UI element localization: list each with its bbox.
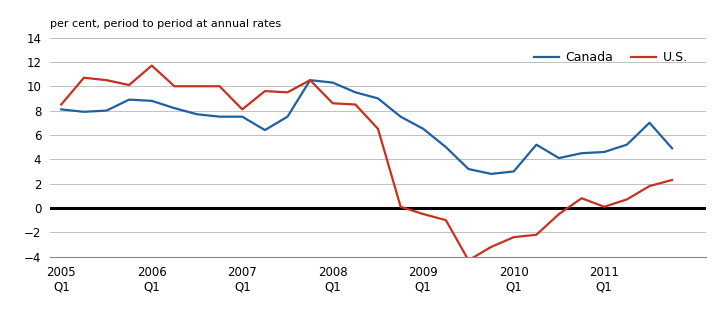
- U.S.: [419, 212, 428, 216]
- Canada: [102, 109, 111, 112]
- U.S.: [441, 218, 450, 222]
- Canada: [532, 143, 541, 146]
- U.S.: [306, 78, 315, 82]
- U.S.: [351, 103, 360, 106]
- U.S.: [623, 198, 631, 201]
- Canada: [306, 78, 315, 82]
- U.S.: [328, 101, 337, 105]
- U.S.: [283, 90, 292, 94]
- U.S.: [148, 64, 156, 67]
- U.S.: [80, 76, 89, 80]
- U.S.: [600, 205, 608, 209]
- U.S.: [532, 233, 541, 237]
- Canada: [667, 146, 676, 150]
- Canada: [193, 112, 202, 116]
- U.S.: [215, 85, 224, 88]
- U.S.: [261, 89, 269, 93]
- Legend: Canada, U.S.: Canada, U.S.: [528, 46, 693, 69]
- Canada: [351, 90, 360, 94]
- Canada: [57, 107, 66, 111]
- Canada: [170, 106, 179, 110]
- Canada: [419, 127, 428, 131]
- Canada: [283, 115, 292, 119]
- Line: U.S.: U.S.: [61, 65, 672, 260]
- U.S.: [577, 196, 586, 200]
- Canada: [215, 115, 224, 119]
- Text: per cent, period to period at annual rates: per cent, period to period at annual rat…: [50, 19, 282, 29]
- Canada: [487, 172, 495, 176]
- Canada: [554, 156, 563, 160]
- U.S.: [193, 85, 202, 88]
- U.S.: [667, 178, 676, 182]
- Canada: [80, 110, 89, 114]
- U.S.: [125, 83, 133, 87]
- U.S.: [102, 78, 111, 82]
- U.S.: [510, 235, 518, 239]
- Canada: [328, 81, 337, 85]
- U.S.: [554, 212, 563, 216]
- Line: Canada: Canada: [61, 80, 672, 174]
- Canada: [510, 170, 518, 173]
- Canada: [261, 128, 269, 132]
- U.S.: [57, 103, 66, 106]
- Canada: [238, 115, 246, 119]
- U.S.: [464, 259, 473, 262]
- Canada: [577, 151, 586, 155]
- Canada: [374, 96, 382, 100]
- Canada: [645, 121, 654, 125]
- Canada: [396, 115, 405, 119]
- Canada: [623, 143, 631, 146]
- Canada: [125, 98, 133, 101]
- Canada: [464, 167, 473, 171]
- U.S.: [238, 107, 246, 111]
- U.S.: [170, 85, 179, 88]
- U.S.: [487, 245, 495, 249]
- U.S.: [396, 205, 405, 209]
- U.S.: [374, 127, 382, 131]
- U.S.: [645, 184, 654, 188]
- Canada: [600, 150, 608, 154]
- Canada: [441, 145, 450, 149]
- Canada: [148, 99, 156, 103]
